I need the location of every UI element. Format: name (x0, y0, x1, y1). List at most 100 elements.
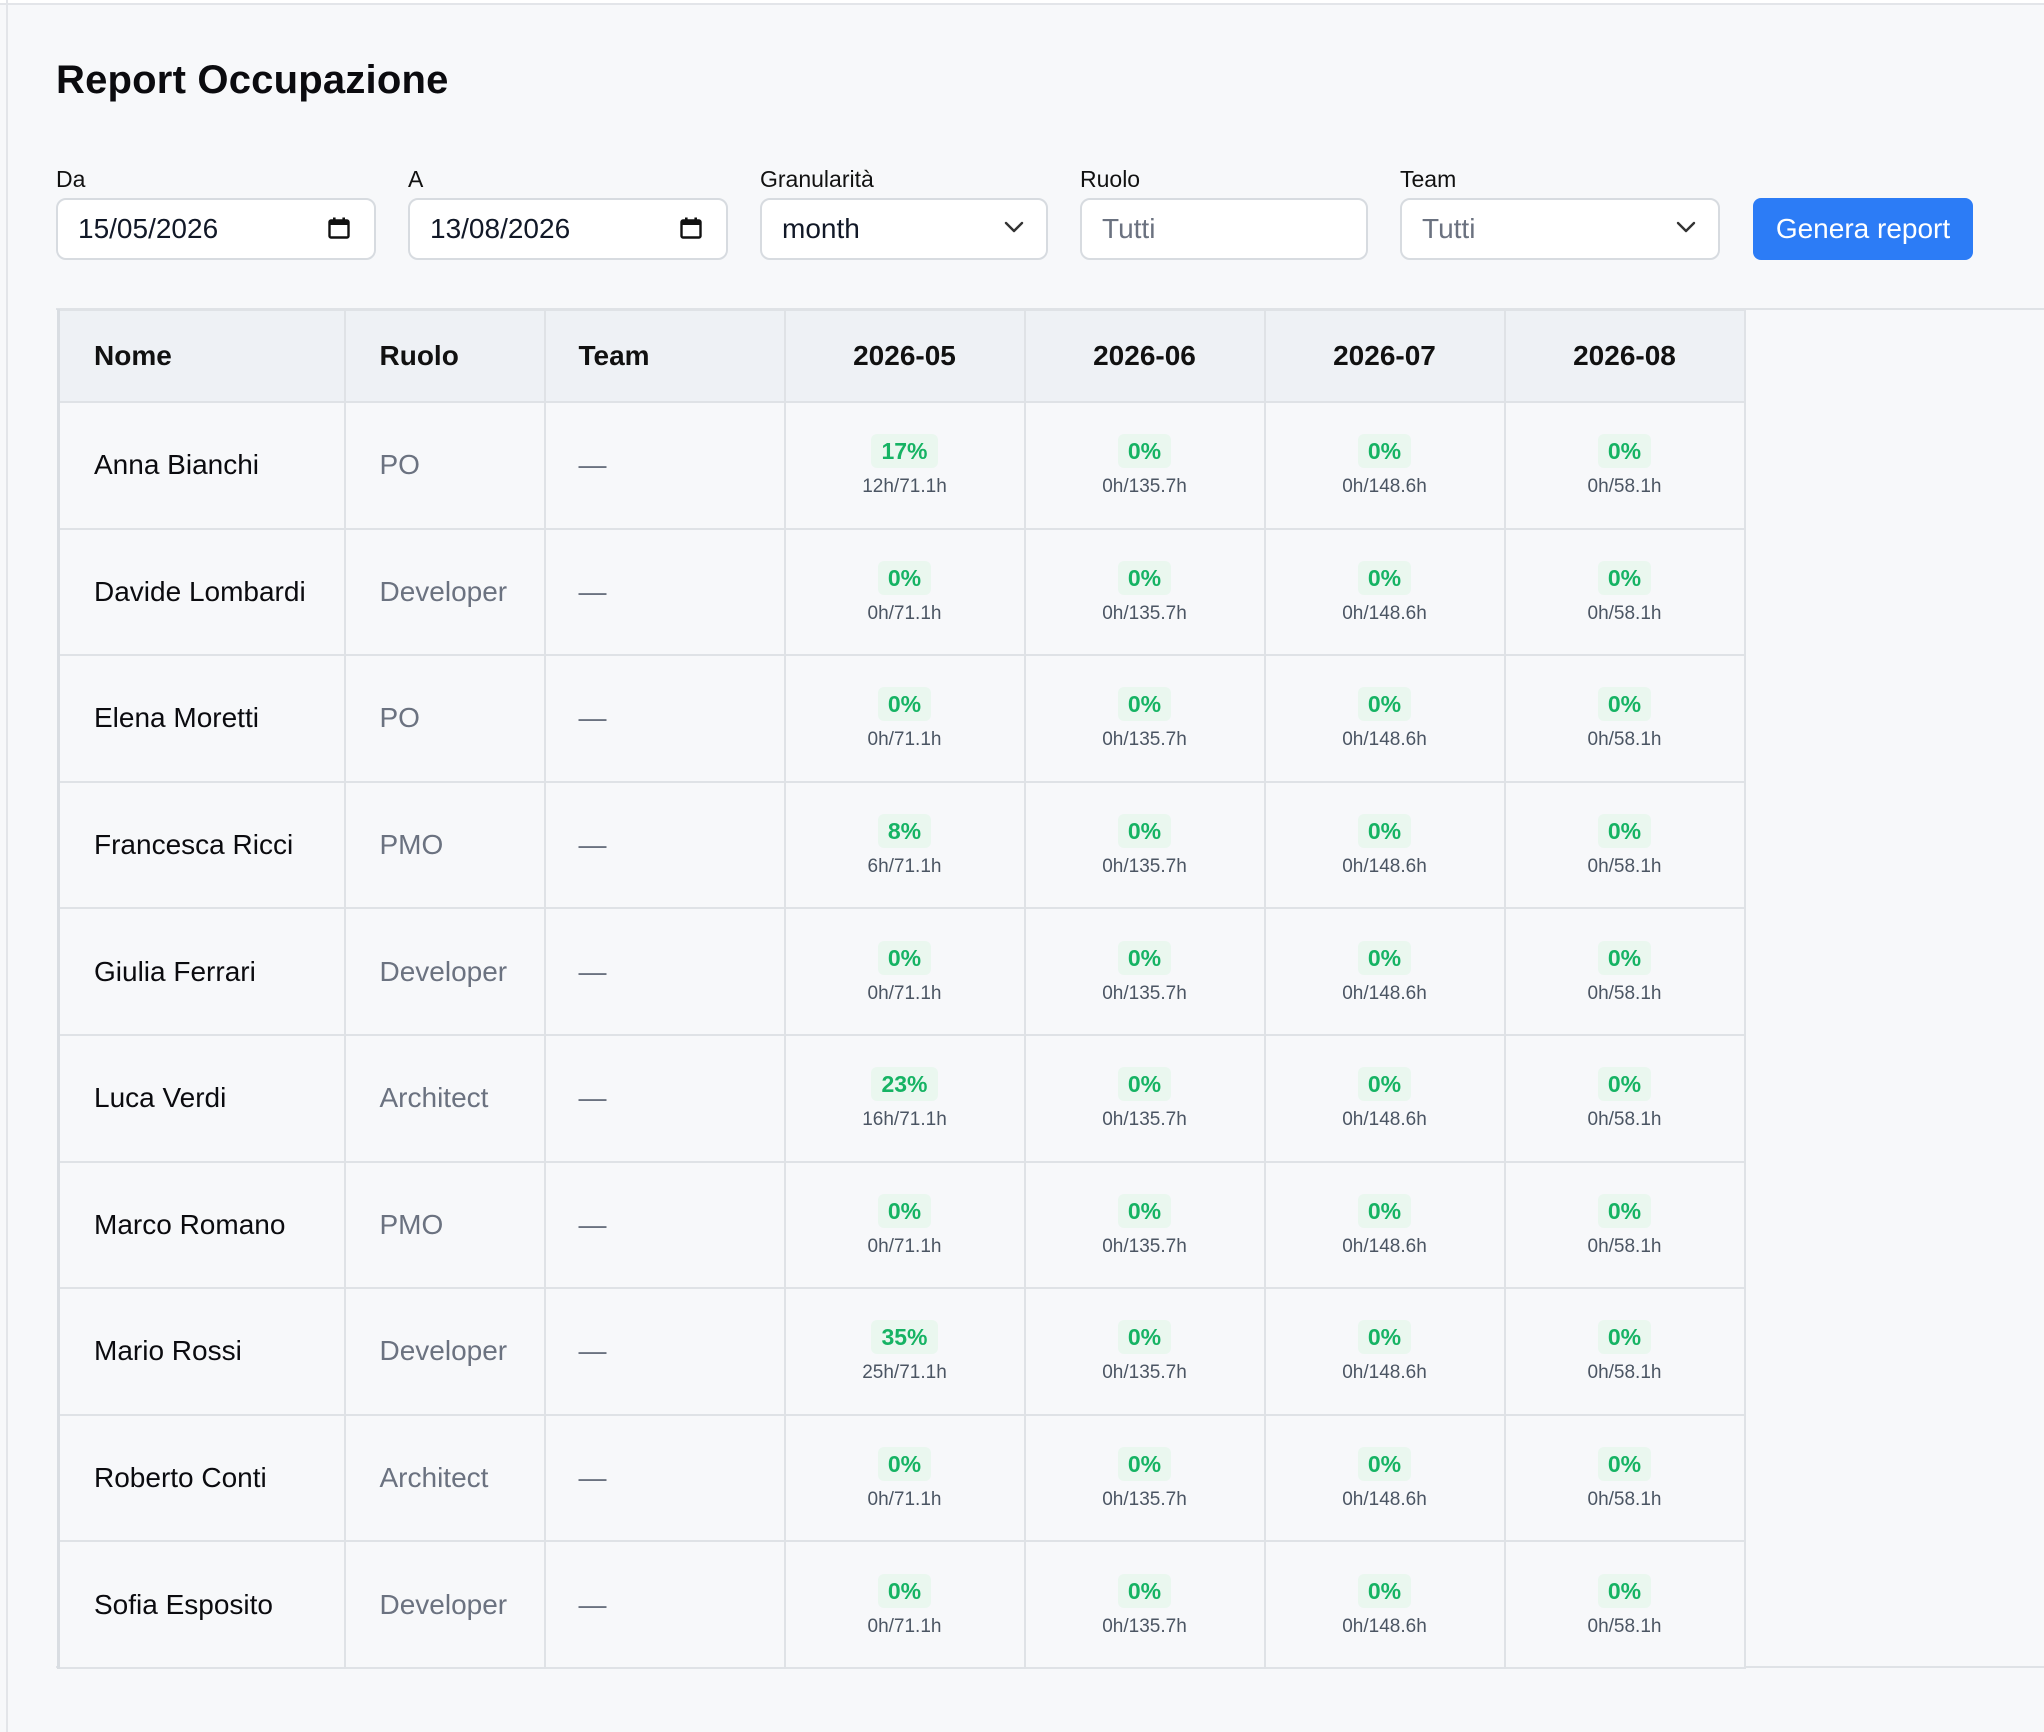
occupancy-hours: 0h/135.7h (1102, 1109, 1187, 1131)
cell-occupancy: 0% 0h/148.6h (1263, 1413, 1506, 1543)
calendar-icon[interactable] (680, 217, 702, 239)
cell-occupancy: 0% 0h/148.6h (1263, 401, 1506, 530)
cell-occupancy: 0% 0h/71.1h (783, 1540, 1026, 1669)
occupancy-percent-badge: 0% (1357, 1193, 1412, 1228)
cell-occupancy: 23% 16h/71.1h (783, 1033, 1026, 1163)
table-row[interactable]: Sofia Esposito Developer — 0% 0h/71.1h 0% 0h/1… (57, 1540, 1746, 1669)
cell-occupancy: 0% 0h/135.7h (1023, 1413, 1266, 1543)
occupancy-hours: 0h/58.1h (1587, 729, 1662, 751)
table-row[interactable]: Anna Bianchi PO —17% 12h/71.1h 0% 0h/135.7h 0%… (57, 401, 1746, 530)
cell-team: — (543, 654, 786, 783)
table-row[interactable]: Mario Rossi Developer — 35% 25h/71.1h 0% 0h/13… (57, 1287, 1746, 1416)
occupancy-percent-badge: 0% (1117, 560, 1172, 595)
top-divider (0, 0, 2044, 5)
cell-role: PMO (343, 780, 546, 910)
occupancy-percent-badge: 0% (877, 1447, 932, 1482)
date-from-input[interactable]: 15/05/2026 (56, 198, 376, 260)
occupancy-table: Nome Ruolo Team 2026-05 2026-06 2026-07 … (57, 309, 1746, 1669)
occupancy-hours: 25h/71.1h (862, 1362, 947, 1384)
column-header-team[interactable]: Team (543, 309, 786, 403)
occupancy-percent-badge: 0% (1597, 434, 1652, 469)
occupancy-hours: 0h/148.6h (1342, 1615, 1427, 1637)
filter-a: A 13/08/2026 (408, 164, 728, 260)
cell-team: — (543, 401, 786, 530)
cell-occupancy: 0% 0h/71.1h (783, 907, 1026, 1036)
table-row[interactable]: Roberto Conti Architect — 0% 0h/71.1h 0% 0h/13… (57, 1413, 1746, 1543)
table-row[interactable]: Davide Lombardi Developer — 0% 0h/71.1h 0% 0h/… (57, 527, 1746, 657)
cell-occupancy: 0% 0h/135.7h (1023, 1287, 1266, 1416)
column-header-period[interactable]: 2026-06 (1023, 309, 1266, 403)
occupancy-hours: 0h/58.1h (1587, 1362, 1662, 1384)
cell-occupancy: 8% 6h/71.1h (783, 780, 1026, 910)
chevron-down-icon (1676, 221, 1696, 233)
occupancy-hours: 0h/58.1h (1587, 1109, 1662, 1131)
occupancy-hours: 0h/148.6h (1342, 1489, 1427, 1511)
occupancy-hours: 0h/148.6h (1342, 1362, 1427, 1384)
generate-report-button[interactable]: Genera report (1753, 198, 1973, 260)
occupancy-percent-badge: 0% (1357, 940, 1412, 975)
occupancy-hours: 0h/148.6h (1342, 982, 1427, 1004)
occupancy-percent-badge: 17% (871, 434, 938, 469)
column-header-period[interactable]: 2026-08 (1503, 309, 1746, 403)
occupancy-percent-badge: 0% (1117, 687, 1172, 722)
occupancy-hours: 0h/71.1h (867, 982, 942, 1004)
occupancy-hours: 0h/71.1h (867, 729, 942, 751)
table-row[interactable]: Giulia Ferrari Developer — 0% 0h/71.1h 0% 0h/1… (57, 907, 1746, 1036)
calendar-icon[interactable] (328, 217, 350, 239)
occupancy-percent-badge: 8% (877, 814, 932, 849)
occupancy-hours: 6h/71.1h (867, 856, 942, 878)
cell-occupancy: 0% 0h/58.1h (1503, 1160, 1746, 1290)
table-row[interactable]: Francesca Ricci PMO — 8% 6h/71.1h 0% 0h/135.7h… (57, 780, 1746, 910)
granularity-select[interactable]: month (760, 198, 1048, 260)
cell-occupancy: 0% 0h/148.6h (1263, 1033, 1506, 1163)
column-header-period[interactable]: 2026-07 (1263, 309, 1506, 403)
occupancy-percent-badge: 0% (877, 687, 932, 722)
table-row[interactable]: Elena Moretti PO —0% 0h/71.1h 0% 0h/135.7h 0% 0… (57, 654, 1746, 783)
cell-name: Marco Romano (57, 1160, 346, 1290)
occupancy-percent-badge: 0% (1357, 1447, 1412, 1482)
occupancy-hours: 0h/148.6h (1342, 476, 1427, 498)
cell-role: Developer (343, 907, 546, 1036)
occupancy-percent-badge: 0% (1117, 1320, 1172, 1355)
cell-occupancy: 0% 0h/135.7h (1023, 907, 1266, 1036)
cell-occupancy: 0% 0h/148.6h (1263, 780, 1506, 910)
table-row[interactable]: Luca Verdi Architect — 23% 16h/71.1h 0% 0h/135… (57, 1033, 1746, 1163)
occupancy-hours: 0h/135.7h (1102, 1235, 1187, 1257)
cell-team: — (543, 780, 786, 910)
occupancy-hours: 0h/135.7h (1102, 1489, 1187, 1511)
occupancy-hours: 0h/135.7h (1102, 476, 1187, 498)
cell-name: Davide Lombardi (57, 527, 346, 657)
occupancy-hours: 0h/58.1h (1587, 602, 1662, 624)
granularity-value: month (782, 213, 860, 244)
column-header-nome[interactable]: Nome (57, 309, 346, 403)
column-header-ruolo[interactable]: Ruolo (343, 309, 546, 403)
occupancy-percent-badge: 0% (1117, 1447, 1172, 1482)
table-row[interactable]: Marco Romano PMO —0% 0h/71.1h 0% 0h/135.7h 0% 0… (57, 1160, 1746, 1290)
occupancy-hours: 0h/135.7h (1102, 982, 1187, 1004)
occupancy-hours: 0h/58.1h (1587, 1489, 1662, 1511)
occupancy-hours: 16h/71.1h (862, 1109, 947, 1131)
team-select[interactable]: Tutti (1400, 198, 1720, 260)
date-to-input[interactable]: 13/08/2026 (408, 198, 728, 260)
occupancy-percent-badge: 0% (1597, 1193, 1652, 1228)
occupancy-hours: 0h/71.1h (867, 602, 942, 624)
cell-occupancy: 0% 0h/58.1h (1503, 1033, 1746, 1163)
column-header-period[interactable]: 2026-05 (783, 309, 1026, 403)
cell-team: — (543, 1160, 786, 1290)
role-input[interactable]: Tutti (1080, 198, 1368, 260)
occupancy-hours: 0h/58.1h (1587, 856, 1662, 878)
cell-name: Francesca Ricci (57, 780, 346, 910)
occupancy-hours: 0h/58.1h (1587, 982, 1662, 1004)
occupancy-percent-badge: 0% (1357, 1067, 1412, 1102)
occupancy-hours: 0h/58.1h (1587, 476, 1662, 498)
filter-ruolo-label: Ruolo (1080, 166, 1141, 192)
occupancy-hours: 0h/58.1h (1587, 1615, 1662, 1637)
cell-occupancy: 0% 0h/58.1h (1503, 1413, 1746, 1543)
occupancy-percent-badge: 0% (1597, 1447, 1652, 1482)
cell-occupancy: 0% 0h/135.7h (1023, 1540, 1266, 1669)
cell-occupancy: 0% 0h/148.6h (1263, 654, 1506, 783)
occupancy-hours: 0h/71.1h (867, 1615, 942, 1637)
cell-name: Luca Verdi (57, 1033, 346, 1163)
team-value: Tutti (1422, 213, 1476, 244)
filter-da-label: Da (56, 166, 86, 192)
